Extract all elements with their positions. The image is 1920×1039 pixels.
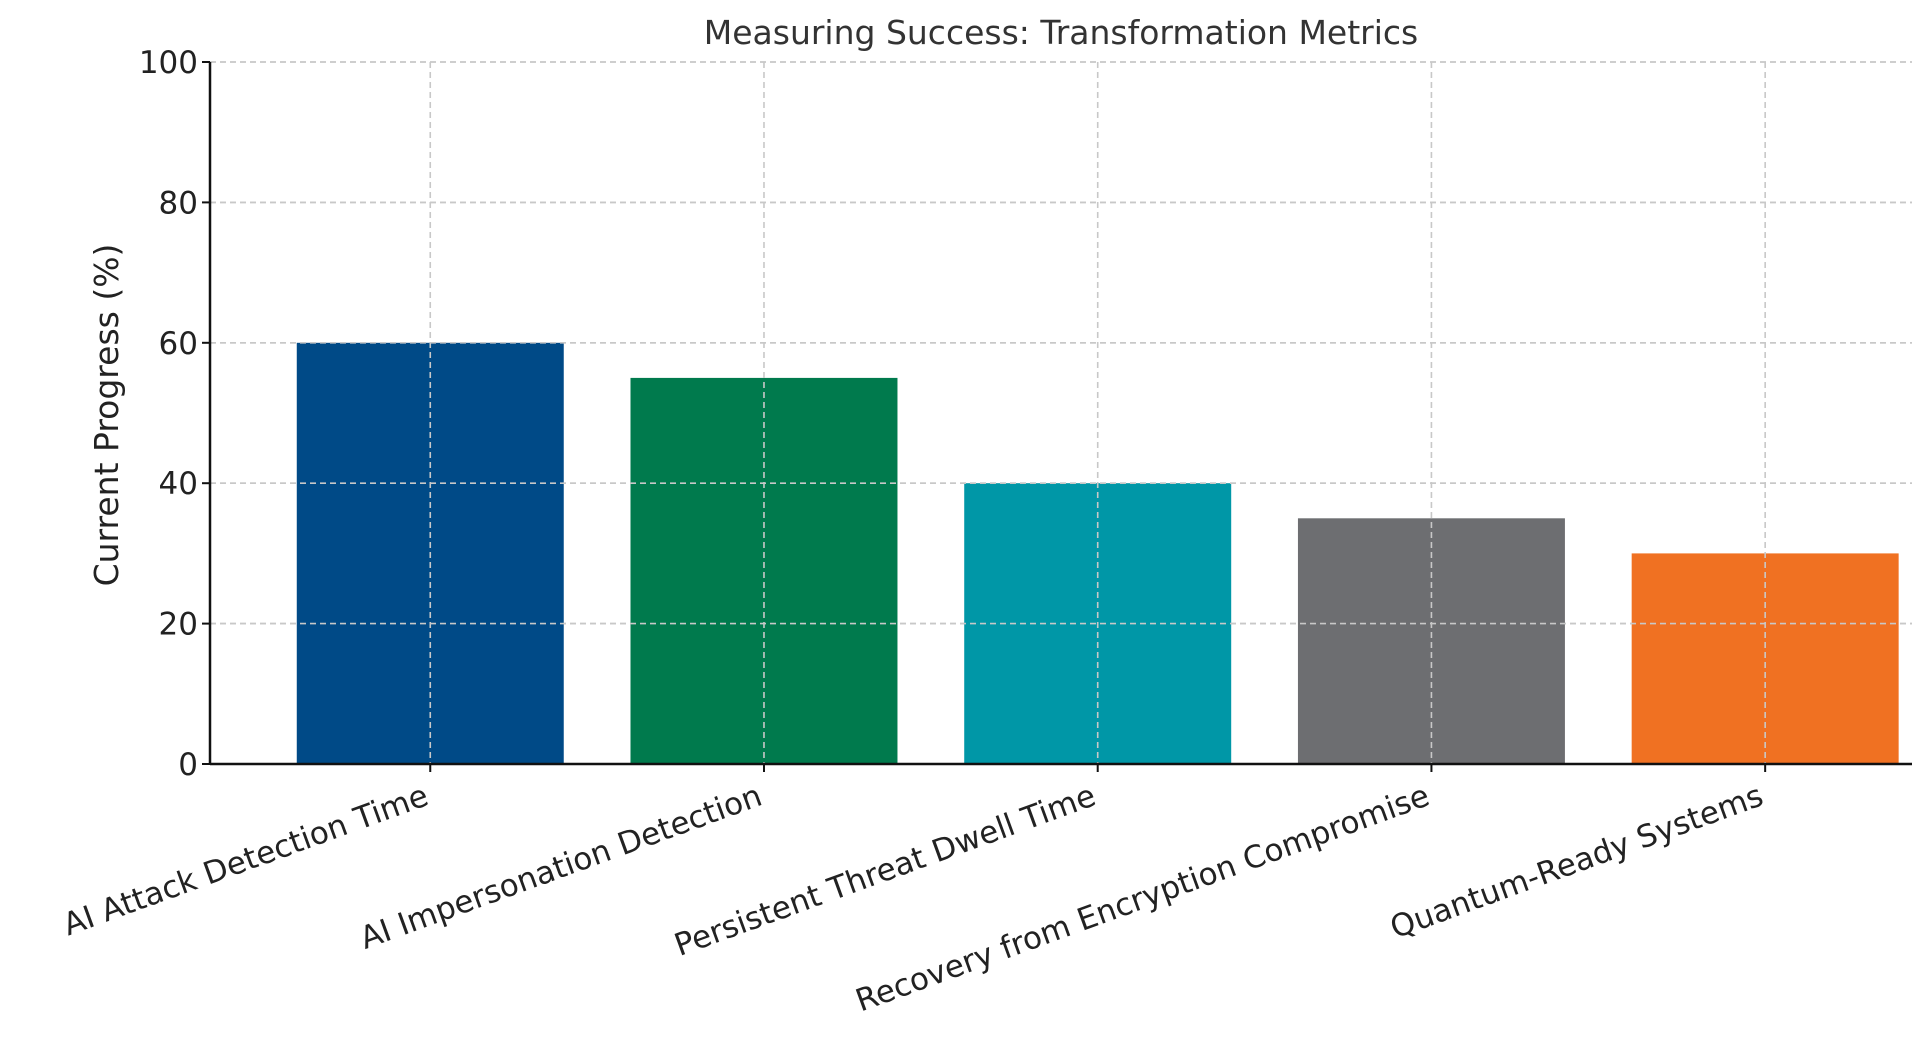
axes <box>208 62 1912 766</box>
y-axis-ticks: 0 20 40 60 80 100 <box>139 45 210 783</box>
y-tick-label: 40 <box>159 466 198 502</box>
chart-title: Measuring Success: Transformation Metric… <box>704 13 1419 52</box>
y-tick-label: 20 <box>159 607 198 643</box>
y-tick-label: 80 <box>159 185 198 221</box>
x-tick-label: Recovery from Encryption Compromise <box>851 778 1434 1020</box>
y-tick-label: 60 <box>159 326 198 362</box>
y-axis-title: Current Progress (%) <box>87 244 126 587</box>
bar-5 <box>1631 553 1899 764</box>
bars <box>210 61 1912 764</box>
y-tick-label: 100 <box>139 45 198 81</box>
y-tick-label: 0 <box>178 747 198 783</box>
x-tick-label: Quantum-Ready Systems <box>1386 778 1768 946</box>
